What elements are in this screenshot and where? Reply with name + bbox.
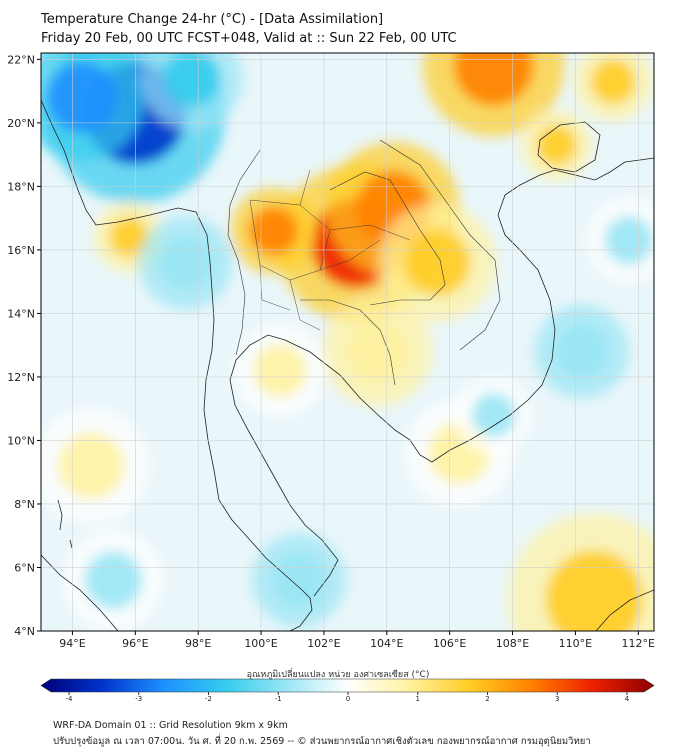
- admin-borders: [227, 139, 501, 386]
- footer-domain: WRF-DA Domain 01 :: Grid Resolution 9km …: [53, 720, 288, 731]
- colorbar-title: อุณหภูมิเปลี่ยนแปลง หน่วย องศาเซลเซียส (…: [246, 670, 430, 680]
- x-tick-label: 98°E: [185, 637, 211, 650]
- x-tick-label: 100°E: [244, 637, 277, 650]
- thai-lao-border: [329, 171, 446, 306]
- x-tick-label: 112°E: [622, 637, 655, 650]
- field-blob: [253, 344, 307, 397]
- y-tick-label: 22°N: [7, 53, 35, 66]
- laos-vietnam-border: [379, 139, 501, 351]
- hainan-island: [537, 121, 601, 173]
- x-tick-label: 94°E: [59, 637, 85, 650]
- thai-cambodia-border: [300, 299, 396, 386]
- mainland-coastline: [41, 99, 313, 631]
- colorbar: [40, 678, 655, 693]
- y-tick-label: 4°N: [14, 625, 35, 638]
- y-tick-label: 18°N: [7, 180, 35, 193]
- x-tick-label: 96°E: [122, 637, 148, 650]
- y-tick-label: 12°N: [7, 371, 35, 384]
- colorbar-tick-label: 3: [555, 695, 559, 703]
- field-blob: [249, 206, 298, 256]
- field-blob: [159, 236, 213, 290]
- coastlines: [41, 99, 654, 631]
- field-blob: [84, 551, 142, 609]
- y-tick-label: 14°N: [7, 307, 35, 320]
- field-blob: [604, 216, 654, 265]
- provinces: [249, 169, 411, 331]
- x-tick-label: 106°E: [433, 637, 466, 650]
- colorbar-tick-label: -2: [205, 695, 212, 703]
- borneo-coast: [595, 589, 654, 631]
- sumatra-coast: [41, 554, 119, 631]
- y-tick-label: 20°N: [7, 117, 35, 130]
- x-tick-label: 110°E: [559, 637, 592, 650]
- y-tick-label: 8°N: [14, 498, 35, 511]
- gulf-coastline: [229, 157, 654, 597]
- temperature-field: [41, 53, 654, 631]
- x-tick-label: 102°E: [307, 637, 340, 650]
- y-tick-label: 16°N: [7, 244, 35, 257]
- x-tick-label: 104°E: [370, 637, 403, 650]
- colorbar-tick-label: 0: [346, 695, 350, 703]
- field-blob: [109, 217, 149, 258]
- colorbar-tick-label: -4: [66, 695, 74, 703]
- x-axis-ticks: 94°E 96°E 98°E 100°E 102°E 104°E 106°E 108°E 110…: [59, 631, 655, 650]
- chart-subtitle: Friday 20 Feb, 00 UTC FCST+048, Valid at…: [41, 31, 457, 46]
- y-tick-label: 6°N: [14, 561, 35, 574]
- field-blob: [471, 393, 516, 438]
- field-blob: [591, 59, 636, 104]
- colorbar-ticks: -4 -3 -2 -1 0 1 2 3 4: [66, 692, 630, 703]
- field-blob: [346, 320, 409, 383]
- field-blob: [555, 325, 609, 378]
- field-blob: [272, 553, 326, 607]
- map-frame: [40, 52, 655, 632]
- andaman-islands: [57, 499, 73, 549]
- y-axis-ticks: 22°N 20°N 18°N 16°N 14°N 12°N 10°N 8°N 6°N 4°N: [7, 53, 41, 638]
- x-tick-label: 108°E: [496, 637, 529, 650]
- colorbar-tick-label: 4: [625, 695, 630, 703]
- chart-title: Temperature Change 24-hr (°C) - [Data As…: [41, 12, 384, 27]
- colorbar-tick-label: 2: [485, 695, 489, 703]
- thai-myanmar-border: [227, 149, 261, 356]
- colorbar-tick-label: -3: [135, 695, 142, 703]
- footer-credits: ปรับปรุงข้อมูล ณ เวลา 07:00น. วัน ศ. ที่…: [53, 736, 591, 747]
- field-blob: [163, 53, 221, 108]
- y-tick-label: 10°N: [7, 434, 35, 447]
- field-blob: [545, 550, 643, 631]
- field-blob: [58, 432, 125, 499]
- colorbar-tick-label: 1: [416, 695, 420, 703]
- field-blob: [46, 62, 118, 133]
- field-blob: [404, 229, 471, 296]
- field-blob: [454, 53, 534, 106]
- colorbar-tick-label: -1: [275, 695, 282, 703]
